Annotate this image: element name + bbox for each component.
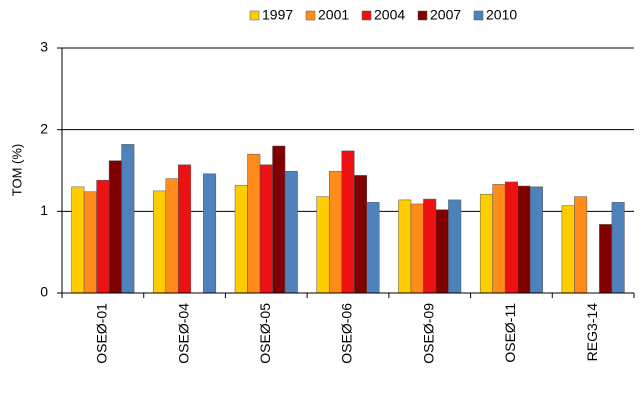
legend-label: 2007 <box>430 7 461 23</box>
bar <box>284 171 298 294</box>
bar <box>574 196 588 294</box>
bar <box>165 178 179 294</box>
bar <box>178 164 192 294</box>
x-tick-label: OSEØ-04 <box>175 303 191 364</box>
bar <box>247 153 261 294</box>
bar <box>71 186 85 294</box>
bar <box>83 191 97 294</box>
bar <box>561 205 575 294</box>
bar <box>259 164 273 294</box>
x-tick-label: OSEØ-05 <box>257 303 273 364</box>
bar <box>108 160 122 294</box>
bar <box>448 199 462 294</box>
bar <box>234 184 248 294</box>
legend-swatch <box>361 10 372 21</box>
x-tick-label: REG3-14 <box>584 303 600 362</box>
bar <box>410 203 424 294</box>
bar <box>341 150 355 294</box>
bar <box>611 202 625 294</box>
bar <box>504 181 518 294</box>
bar <box>492 184 506 294</box>
bar <box>272 145 286 294</box>
y-axis-label: TOM (%) <box>9 144 24 196</box>
bar <box>398 199 412 294</box>
bar <box>316 196 330 294</box>
legend-label: 2010 <box>486 7 517 23</box>
legend-swatch <box>473 10 484 21</box>
legend-label: 2001 <box>318 7 349 23</box>
legend-swatch <box>249 10 260 21</box>
legend-swatch <box>417 10 428 21</box>
y-tick-label: 0 <box>40 284 48 300</box>
bar <box>517 185 531 294</box>
bar <box>153 190 167 294</box>
legend-swatch <box>305 10 316 21</box>
bar <box>96 180 110 294</box>
bar <box>329 171 342 294</box>
bar <box>599 224 613 294</box>
legend-label: 1997 <box>262 7 293 23</box>
legend-label: 2004 <box>374 7 405 23</box>
bar <box>203 173 217 294</box>
bar <box>435 209 449 294</box>
bar <box>121 144 135 294</box>
x-tick-label: OSEØ-01 <box>94 303 110 364</box>
y-tick-label: 1 <box>40 202 48 218</box>
bar <box>366 202 380 294</box>
x-tick-label: OSEØ-11 <box>502 303 518 363</box>
y-tick-label: 3 <box>40 39 48 55</box>
y-tick-label: 2 <box>40 120 48 136</box>
bar <box>423 198 437 294</box>
bar <box>354 175 367 294</box>
bar <box>479 193 493 294</box>
bar <box>529 186 543 294</box>
x-tick-label: OSEØ-06 <box>339 303 355 364</box>
x-tick-label: OSEØ-09 <box>420 303 436 364</box>
